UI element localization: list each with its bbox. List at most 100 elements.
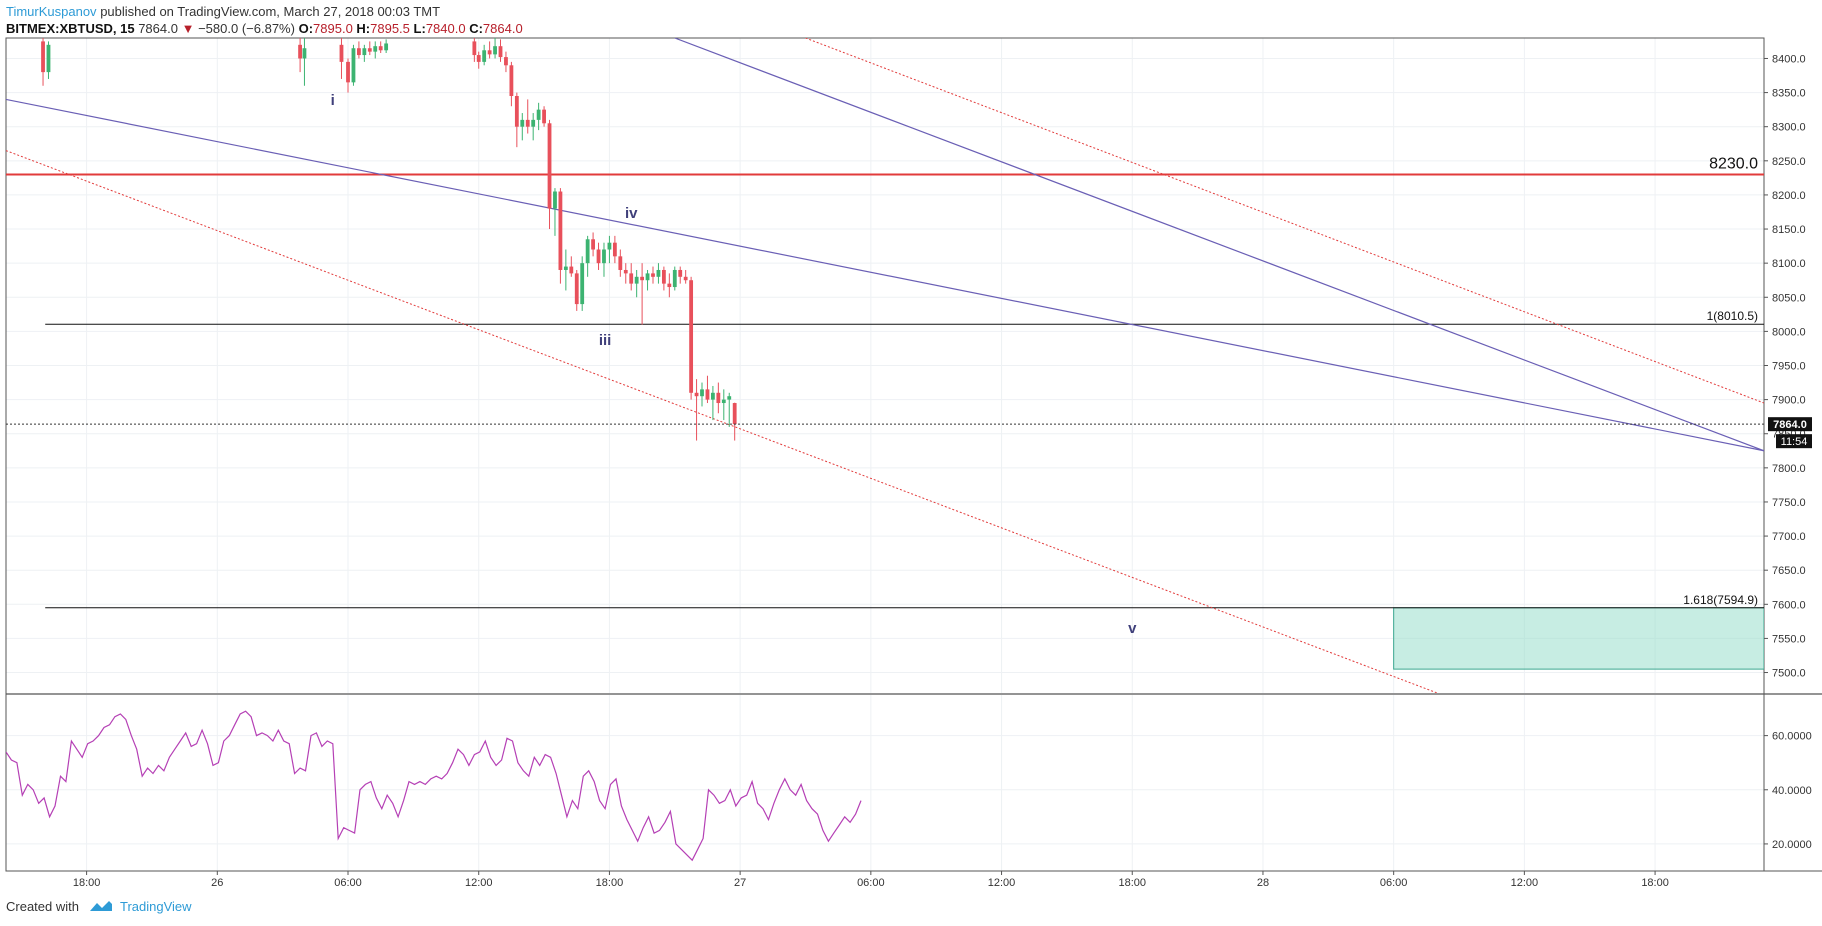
candle-body — [482, 50, 487, 62]
candle[interactable] — [640, 263, 645, 325]
candle[interactable] — [596, 242, 601, 270]
candle[interactable] — [645, 269, 650, 291]
price-axis[interactable]: 7500.0 7550.0 7600.0 7650.0 7700.0 7750.0 7800… — [1764, 53, 1806, 680]
candle[interactable] — [373, 41, 378, 59]
candle[interactable] — [580, 256, 585, 311]
candle[interactable] — [504, 51, 508, 73]
author-link[interactable]: TimurKuspanov — [6, 4, 97, 19]
candle[interactable] — [298, 38, 302, 73]
candle[interactable] — [672, 266, 677, 291]
candle[interactable] — [656, 263, 661, 284]
rsi-axis[interactable]: 20.0000 40.0000 60.0000 — [1764, 731, 1812, 851]
candle[interactable] — [602, 242, 606, 277]
candle-body — [558, 191, 563, 270]
candle-body — [569, 266, 574, 274]
candle[interactable] — [574, 269, 579, 311]
candle[interactable] — [623, 263, 628, 284]
candle[interactable] — [694, 379, 699, 441]
candle[interactable] — [378, 41, 383, 54]
target-zone[interactable] — [1393, 607, 1764, 670]
candle[interactable] — [585, 235, 590, 277]
candle-body — [727, 396, 732, 400]
change-arrow-icon: ▼ — [181, 21, 195, 36]
price-tick-label: 8350.0 — [1772, 88, 1806, 100]
candle[interactable] — [547, 119, 552, 230]
candle[interactable] — [651, 266, 655, 284]
candle[interactable] — [678, 266, 683, 284]
candle[interactable] — [705, 375, 710, 404]
price-tick-label: 8200.0 — [1772, 190, 1806, 202]
open-value: 7895.0 — [313, 21, 353, 36]
candle[interactable] — [732, 402, 737, 441]
candle-body — [656, 269, 661, 277]
candle[interactable] — [531, 113, 536, 141]
candle[interactable] — [618, 249, 623, 277]
channel-line[interactable] — [6, 98, 1764, 452]
last-price: 7864.0 — [138, 21, 178, 36]
candle[interactable] — [520, 113, 525, 141]
candle[interactable] — [558, 188, 563, 284]
candle[interactable] — [542, 106, 546, 127]
candle[interactable] — [384, 39, 389, 54]
rsi-pane[interactable] — [6, 710, 862, 862]
time-axis[interactable]: 18:00 26 06:00 12:00 18:00 27 06:00 12:00 18:00 2… — [73, 871, 1669, 889]
price-tick-label: 7900.0 — [1772, 395, 1806, 407]
candle[interactable] — [509, 61, 514, 107]
candle[interactable] — [710, 385, 715, 421]
candle-body — [547, 123, 552, 209]
candle-body — [476, 55, 481, 62]
candle[interactable] — [727, 392, 732, 427]
candle[interactable] — [536, 102, 541, 131]
tradingview-brand-link[interactable]: TradingView — [120, 899, 192, 914]
channel-dotted-line[interactable] — [6, 150, 1438, 693]
candle[interactable] — [525, 99, 530, 134]
symbol-label[interactable]: BITMEX:XBTUSD, 15 — [6, 21, 135, 36]
candle[interactable] — [591, 232, 595, 257]
candle[interactable] — [700, 382, 704, 407]
candle-body — [574, 273, 579, 305]
candle-body — [346, 61, 350, 83]
candle[interactable] — [563, 249, 568, 291]
candle[interactable] — [472, 38, 477, 62]
candle[interactable] — [569, 256, 574, 277]
candle[interactable] — [346, 58, 350, 93]
candle[interactable] — [634, 269, 639, 298]
candle[interactable] — [487, 41, 492, 59]
candle[interactable] — [607, 235, 612, 264]
candle-body — [651, 273, 655, 277]
candle[interactable] — [302, 38, 307, 86]
candle[interactable] — [716, 382, 721, 414]
main-pane[interactable] — [6, 31, 1764, 693]
candle[interactable] — [721, 389, 726, 421]
candle[interactable] — [339, 38, 344, 79]
channel-line[interactable] — [674, 38, 1764, 452]
candle[interactable] — [362, 44, 367, 62]
price-tick-label: 7650.0 — [1772, 565, 1806, 577]
candle[interactable] — [367, 41, 372, 56]
candle-body — [41, 41, 45, 73]
candle[interactable] — [41, 31, 45, 86]
candle-body — [612, 242, 617, 257]
candle[interactable] — [689, 276, 694, 400]
price-tick-label: 8150.0 — [1772, 224, 1806, 236]
candle[interactable] — [46, 41, 51, 79]
candle[interactable] — [661, 266, 666, 291]
time-tick-label: 18:00 — [1118, 877, 1146, 889]
candle[interactable] — [514, 92, 519, 148]
candle[interactable] — [482, 44, 487, 66]
candle-body — [607, 242, 612, 250]
channel-dotted-line[interactable] — [805, 38, 1764, 404]
candle[interactable] — [351, 44, 356, 86]
candle[interactable] — [612, 235, 617, 264]
candle-body — [618, 256, 623, 270]
rsi-line[interactable] — [6, 710, 862, 862]
candle[interactable] — [629, 263, 634, 291]
candle[interactable] — [683, 269, 688, 284]
candle[interactable] — [476, 51, 481, 69]
candle[interactable] — [553, 188, 557, 236]
candle[interactable] — [493, 38, 497, 59]
candle[interactable] — [667, 273, 672, 298]
candle[interactable] — [498, 39, 503, 62]
candle[interactable] — [357, 41, 361, 59]
